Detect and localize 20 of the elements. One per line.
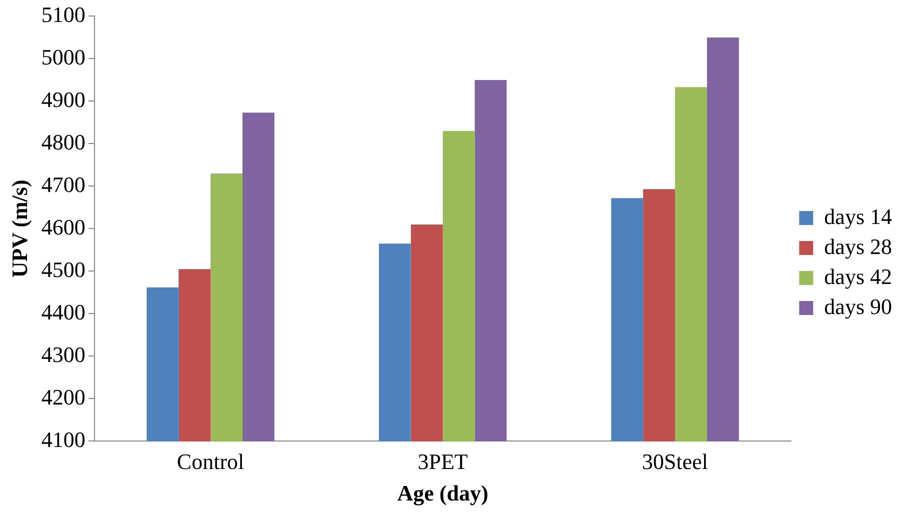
x-tick-label: 3PET: [418, 449, 468, 474]
x-tick-label: Control: [176, 449, 244, 474]
y-tick-label: 4500: [41, 256, 86, 282]
y-tick-label: 4700: [41, 172, 86, 197]
x-axis-title: Age (day): [397, 480, 488, 506]
y-tick-label: 4800: [41, 129, 86, 154]
x-tick-label: 30Steel: [642, 449, 708, 474]
y-tick-label: 5100: [41, 2, 86, 27]
legend-label: days 42: [824, 264, 892, 289]
legend-label: days 28: [824, 234, 892, 259]
legend-label: days 14: [824, 204, 892, 229]
y-tick-label: 4200: [41, 384, 86, 410]
y-tick-label: 4300: [41, 342, 86, 367]
y-tick-label: 4400: [41, 299, 86, 324]
y-tick-label: 4900: [41, 86, 86, 112]
y-tick-label: 5000: [41, 44, 86, 70]
legend-label: days 90: [824, 294, 892, 319]
y-tick-label: 4100: [41, 426, 86, 452]
y-axis-title: UPV (m/s): [6, 180, 32, 278]
y-tick-label: 4600: [41, 214, 86, 240]
